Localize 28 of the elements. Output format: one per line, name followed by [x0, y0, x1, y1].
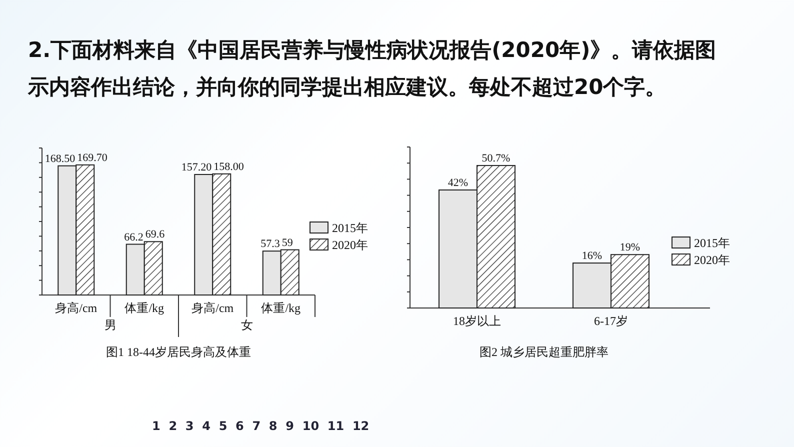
text: 男	[104, 318, 116, 332]
legend-label: 2020年	[332, 238, 368, 252]
data-label: 42%	[448, 176, 468, 189]
x-tick-label: 6-17岁	[594, 314, 628, 328]
x-tick-label: 体重/kg	[124, 301, 164, 315]
legend-label: 2020年	[694, 253, 730, 267]
x-tick-label: 18岁以上	[453, 314, 501, 328]
data-label: 19%	[620, 242, 640, 254]
text: 图2 城乡居民超重肥胖率	[480, 345, 608, 359]
text: 女	[240, 318, 253, 332]
legend-label: 2015年	[332, 221, 368, 235]
data-label: 158.00	[214, 160, 244, 173]
text: 图1 18-44岁居民身高及体重	[106, 345, 251, 359]
x-tick-label: 体重/kg	[261, 301, 301, 315]
data-label: 169.70	[77, 152, 108, 164]
data-label: 50.7%	[482, 152, 510, 165]
x-tick-label: 身高/cm	[55, 301, 98, 315]
x-tick-label: 身高/cm	[192, 301, 234, 315]
data-label: 59	[282, 236, 294, 249]
text: 1 2 3 4 5 6 7 8 9 10 11 12	[152, 419, 370, 433]
data-label: 69.6	[145, 228, 166, 241]
data-label: 16%	[582, 250, 602, 262]
data-label: 66.2	[124, 231, 144, 244]
data-label: 157.20	[181, 161, 212, 174]
data-label: 168.50	[44, 152, 76, 165]
text: 2.下面材料来自《中国居民营养与慢性病状况报告(2020年)》。请依据图示内容作出结论，并向你的同学提出相应建议。每处不超过20个字。	[28, 37, 718, 101]
data-label: 57.3	[260, 238, 280, 250]
legend-label: 2015年	[694, 236, 730, 250]
